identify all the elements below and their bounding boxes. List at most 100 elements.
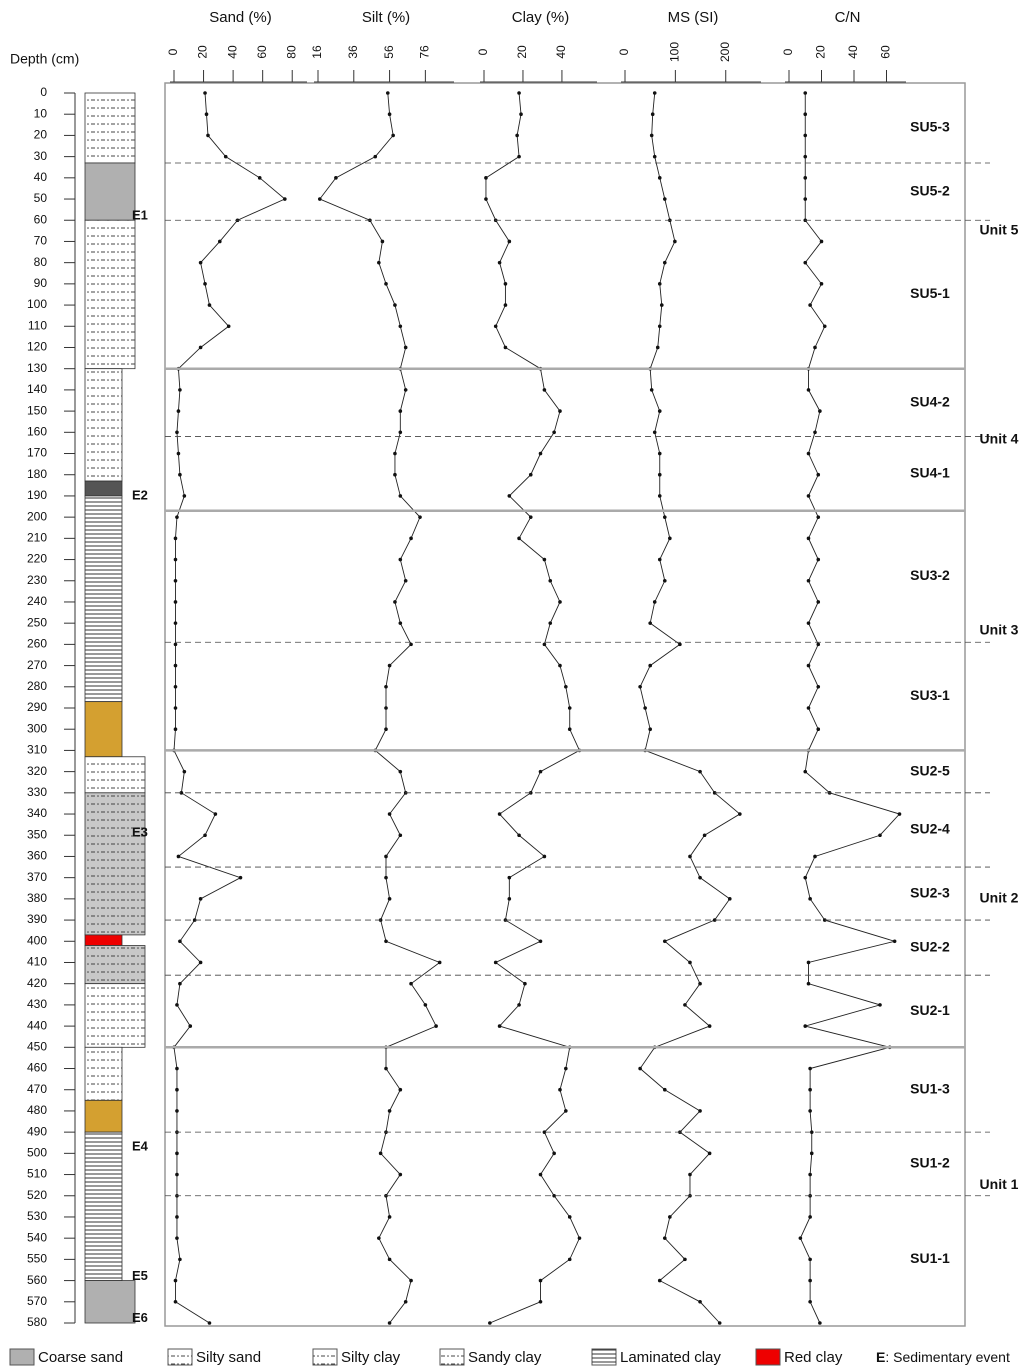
data-point — [552, 1152, 556, 1156]
data-point — [658, 324, 662, 328]
legend-pattern — [592, 1349, 616, 1365]
depth-tick-label: 60 — [34, 212, 48, 226]
lithology-pattern — [85, 369, 122, 481]
data-point — [658, 1279, 662, 1283]
data-point — [388, 1321, 392, 1325]
data-point — [174, 558, 178, 562]
data-point — [388, 1258, 392, 1262]
lithology-pattern — [85, 93, 135, 163]
data-point — [208, 303, 212, 307]
data-point — [438, 961, 442, 965]
depth-tick-label: 400 — [27, 933, 47, 947]
data-point — [399, 621, 403, 625]
data-point — [227, 324, 231, 328]
depth-tick-label: 240 — [27, 594, 47, 608]
data-point — [175, 1003, 179, 1007]
data-point — [174, 621, 178, 625]
data-point — [578, 1236, 582, 1240]
data-point — [543, 855, 547, 859]
depth-tick-label: 20 — [34, 128, 48, 142]
data-point — [548, 621, 552, 625]
x-tick-label: 40 — [554, 45, 568, 59]
data-point — [504, 346, 508, 350]
data-point — [174, 664, 178, 668]
plot-frame — [165, 83, 965, 1326]
depth-tick-label: 170 — [27, 446, 47, 460]
data-point — [807, 706, 811, 710]
depth-tick-label: 70 — [34, 234, 48, 248]
data-point — [568, 1215, 572, 1219]
data-point — [808, 1279, 812, 1283]
data-point — [816, 727, 820, 731]
depth-tick-label: 380 — [27, 891, 47, 905]
data-point — [404, 388, 408, 392]
data-point — [529, 473, 533, 477]
data-point — [199, 897, 203, 901]
depth-tick-label: 460 — [27, 1061, 47, 1075]
lithology-pattern — [85, 1132, 122, 1280]
data-point — [539, 452, 543, 456]
data-point — [393, 303, 397, 307]
lithology-pattern — [85, 946, 145, 984]
legend-event-text: : Sedimentary event — [885, 1349, 1010, 1365]
data-point — [568, 1258, 572, 1262]
data-point — [258, 176, 262, 180]
profile-line — [174, 93, 285, 1323]
depth-tick-label: 110 — [28, 318, 47, 332]
data-point — [384, 685, 388, 689]
depth-tick-label: 310 — [27, 743, 47, 757]
data-point — [175, 431, 179, 435]
data-point — [384, 706, 388, 710]
data-point — [424, 1003, 428, 1007]
data-point — [174, 643, 178, 647]
x-tick-label: 60 — [255, 45, 269, 59]
data-point — [539, 770, 543, 774]
data-point — [820, 240, 824, 244]
data-point — [807, 452, 811, 456]
depth-tick-label: 510 — [27, 1167, 47, 1181]
data-point — [388, 1215, 392, 1219]
depth-tick-label: 390 — [27, 912, 47, 926]
lithology-layer — [85, 702, 122, 757]
data-point — [178, 982, 182, 986]
data-point — [175, 1152, 179, 1156]
data-point — [708, 1024, 712, 1028]
lithology-pattern — [85, 220, 135, 368]
depth-tick-label: 120 — [27, 340, 47, 354]
data-point — [519, 112, 523, 116]
depth-tick-label: 210 — [27, 531, 47, 545]
data-point — [388, 812, 392, 816]
data-point — [504, 282, 508, 286]
data-point — [178, 473, 182, 477]
data-point — [803, 91, 807, 95]
data-point — [803, 112, 807, 116]
data-point — [174, 706, 178, 710]
data-point — [816, 558, 820, 562]
data-point — [381, 240, 385, 244]
data-point — [558, 409, 562, 413]
data-point — [816, 473, 820, 477]
data-point — [807, 664, 811, 668]
data-point — [393, 473, 397, 477]
data-point — [409, 643, 413, 647]
data-point — [175, 1067, 179, 1071]
data-point — [377, 261, 381, 265]
data-point — [807, 537, 811, 541]
data-point — [658, 558, 662, 562]
data-point — [568, 727, 572, 731]
data-point — [543, 558, 547, 562]
data-point — [393, 600, 397, 604]
x-tick-label: 20 — [196, 45, 210, 59]
unit-label: Unit 5 — [980, 222, 1019, 238]
data-point — [183, 770, 187, 774]
depth-tick-label: 360 — [27, 849, 47, 863]
depth-tick-label: 350 — [27, 827, 47, 841]
data-point — [816, 515, 820, 519]
data-point — [803, 876, 807, 880]
data-point — [199, 261, 203, 265]
data-point — [653, 91, 657, 95]
subunit-label: SU4-1 — [910, 464, 950, 480]
data-point — [508, 494, 512, 498]
depth-tick-label: 100 — [27, 297, 47, 311]
legend-event: E: Sedimentary event — [876, 1349, 1010, 1365]
